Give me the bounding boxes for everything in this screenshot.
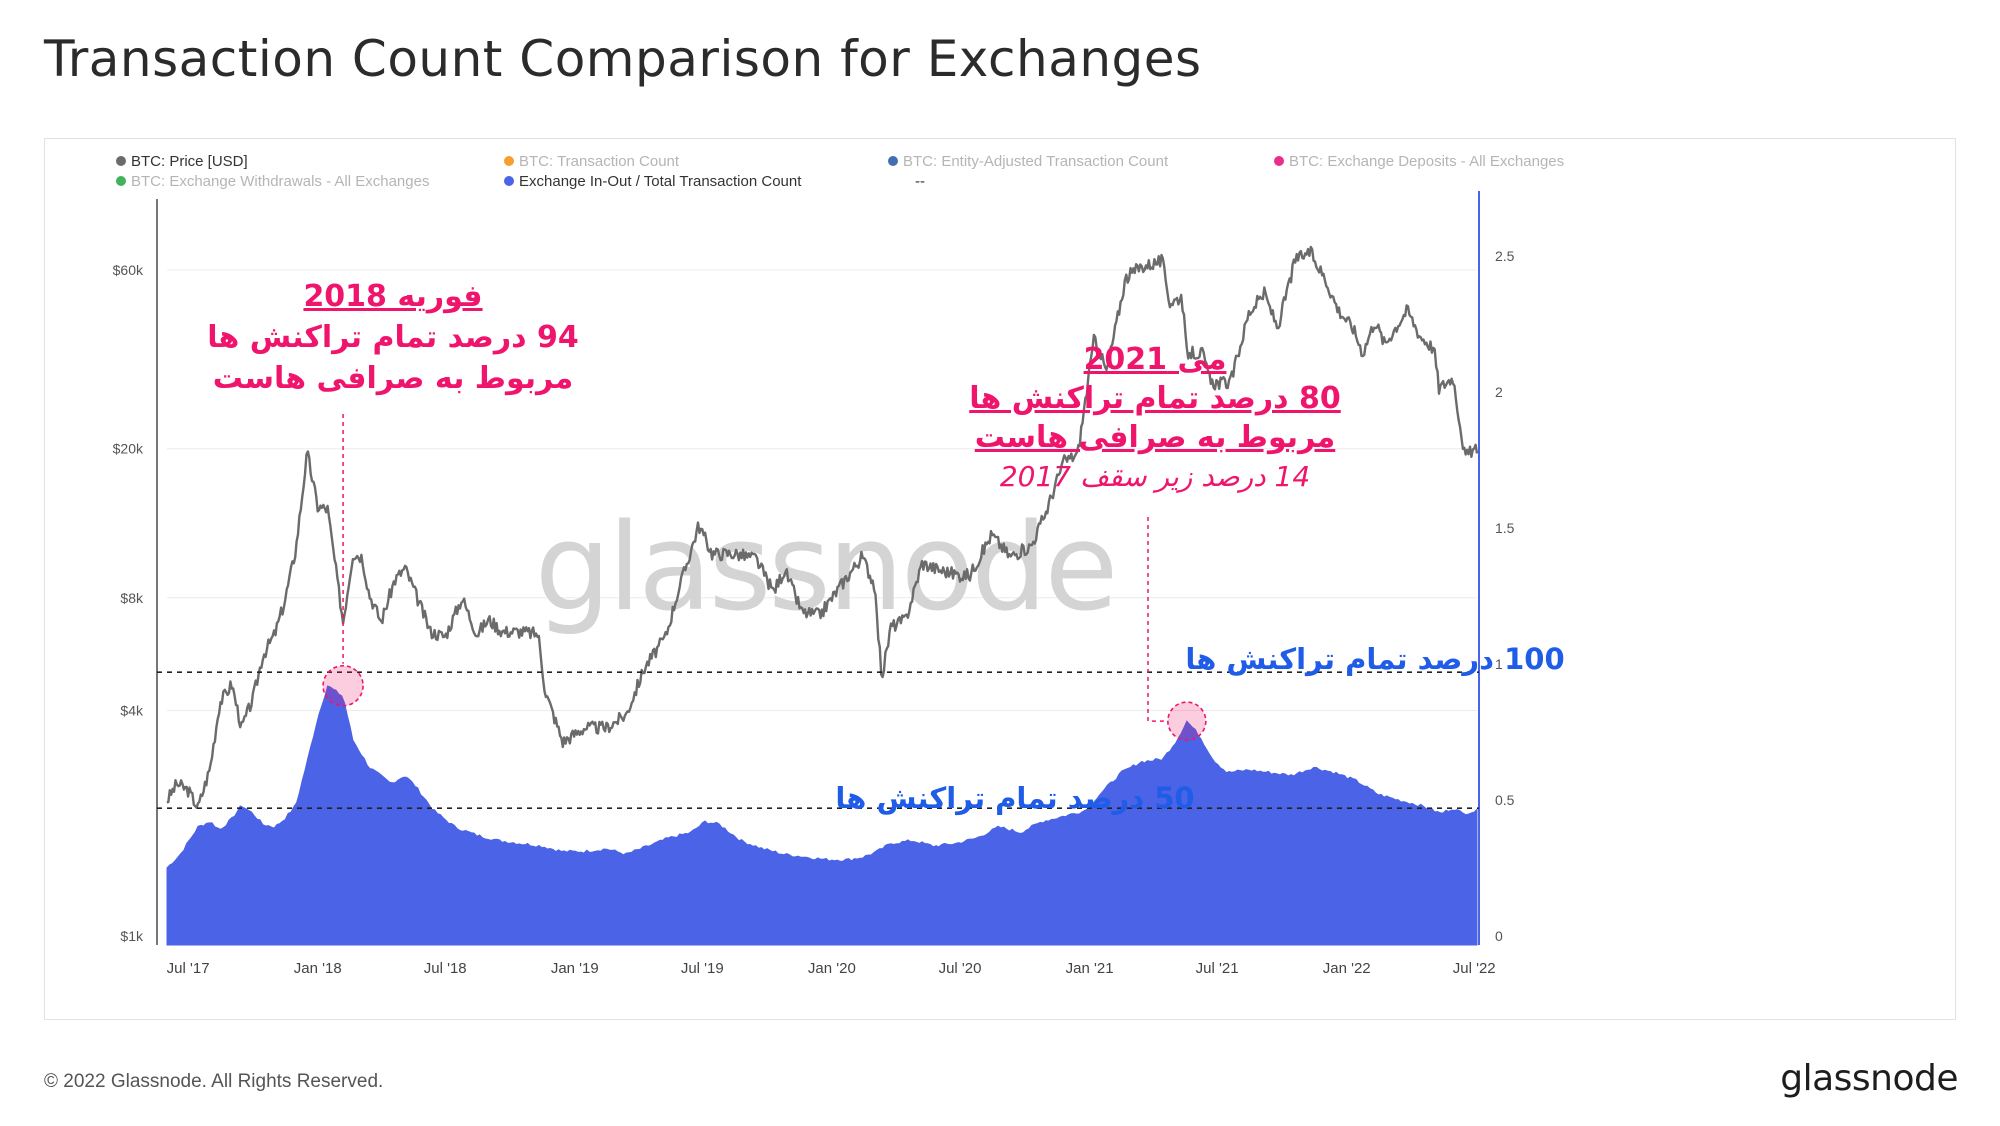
x-tick-label: Jan '21 [1066,960,1114,977]
chart-frame: $1k $4k $8k $20k $60k 0 0.5 1 1.5 2 2.5 Jul '17 Jan … [44,138,1956,1020]
y-right-tick-label: 1 [1495,656,1503,672]
y-right-tick-label: 0 [1495,928,1503,944]
footer-logo: glassnode [1780,1058,1958,1099]
legend-item: Exchange In-Out / Total Transaction Coun… [519,173,802,190]
legend-item: BTC: Transaction Count [519,153,680,170]
annotation-may2021-title: می 2021 [1084,342,1227,377]
legend-item: BTC: Exchange Deposits - All Exchanges [1289,153,1564,170]
x-tick-label: Jul '21 [1196,960,1239,977]
legend-marker [1274,156,1284,166]
y-right-tick-label: 2 [1495,384,1503,400]
peak-marker-may2021 [1167,701,1207,741]
x-tick-label: Jan '20 [808,960,856,977]
y-left-tick-label: $60k [113,262,144,278]
x-tick-label: Jul '22 [1453,960,1496,977]
footer-copyright: © 2022 Glassnode. All Rights Reserved. [44,1071,384,1092]
legend-item: BTC: Entity-Adjusted Transaction Count [903,153,1169,170]
x-tick-label: Jul '20 [939,960,982,977]
legend-marker [888,156,898,166]
annotation-feb2018-title: فوریه 2018 [303,279,482,314]
connector-may2021 [1147,517,1166,722]
y-left-tick-label: $20k [113,441,144,457]
peak-marker-feb2018 [322,664,364,707]
y-right-tick-label: 0.5 [1495,792,1515,808]
x-tick-label: Jul '19 [681,960,724,977]
annotation-feb2018-line3: مربوط به صرافی هاست [213,361,574,396]
legend-marker [116,156,126,166]
x-tick-label: Jul '17 [167,960,210,977]
x-tick-label: Jan '22 [1323,960,1371,977]
legend-marker [504,156,514,166]
y-left-tick-label: $1k [120,928,144,944]
legend-item: -- [915,173,925,190]
annotation-ref100: 100 درصد تمام تراکنش ها [1185,642,1564,676]
annotation-may2021-line2: 80 درصد تمام تراکنش ها [969,381,1341,416]
legend-marker [504,176,514,186]
y-left-tick-label: $8k [120,590,144,606]
chart-svg: $1k $4k $8k $20k $60k 0 0.5 1 1.5 2 2.5 Jul '17 Jan … [113,153,1565,977]
annotation-may2021-line4: 14 درصد زیر سقف 2017 [1000,460,1310,493]
y-right-tick-label: 2.5 [1495,248,1515,264]
x-tick-label: Jan '19 [551,960,599,977]
legend-marker [116,176,126,186]
ratio-area [166,685,1478,946]
x-tick-label: Jan '18 [294,960,342,977]
annotation-may2021-line3: مربوط به صرافی هاست [975,420,1336,455]
legend-item: BTC: Exchange Withdrawals - All Exchange… [131,173,429,190]
annotation-feb2018-line2: 94 درصد تمام تراکنش ها [207,320,579,355]
page-title: Transaction Count Comparison for Exchang… [44,30,1202,88]
annotation-ref50: 50 درصد تمام تراکنش ها [835,781,1194,815]
legend-item: BTC: Price [USD] [131,153,248,170]
y-left-tick-label: $4k [120,703,144,719]
y-right-tick-label: 1.5 [1495,520,1515,536]
price-line [166,245,1479,809]
x-tick-label: Jul '18 [424,960,467,977]
watermark: glassnode [535,499,1116,638]
